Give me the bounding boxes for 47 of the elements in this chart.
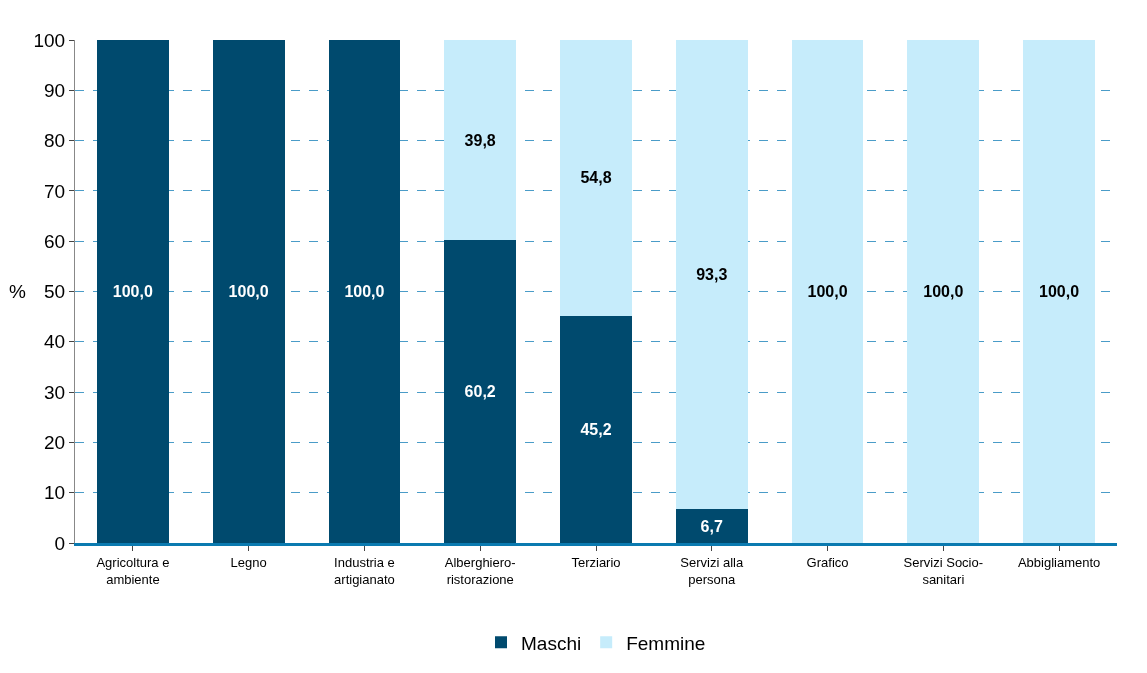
y-tick-label: 100 <box>33 29 66 51</box>
x-tick-label: Agricoltura e ambiente <box>96 554 170 587</box>
y-tick-label: 60 <box>44 230 66 252</box>
y-axis-title: % <box>9 281 26 302</box>
y-tick-label: 40 <box>44 331 66 353</box>
x-tick-label: Terziario <box>571 554 621 570</box>
legend-label: Maschi <box>521 632 582 654</box>
y-tick-label: 50 <box>44 281 66 303</box>
bar <box>1023 40 1095 543</box>
data-label: 100,0 <box>344 283 385 300</box>
legend-label: Femmine <box>626 632 706 654</box>
data-label: 54,8 <box>580 169 612 187</box>
x-tick-label: Industria e artigianato <box>334 554 395 587</box>
x-tick-label: Abbigliamento <box>1017 554 1101 570</box>
x-tick-label: Servizi alla persona <box>680 554 744 587</box>
bar <box>328 40 401 543</box>
bar <box>97 40 169 543</box>
x-tick-label: Grafico <box>806 554 849 570</box>
data-label: 100,0 <box>228 283 269 300</box>
bar <box>907 40 980 543</box>
y-tick-label: 20 <box>44 432 66 454</box>
bar <box>444 240 517 543</box>
data-label: 39,8 <box>464 131 496 149</box>
bar <box>212 40 285 543</box>
data-label: 100,0 <box>807 283 848 300</box>
y-tick-label: 80 <box>44 130 66 152</box>
y-tick-label: 10 <box>44 482 66 504</box>
data-label: 100,0 <box>112 283 153 300</box>
y-tick-label: 90 <box>44 79 66 101</box>
x-tick-label: Legno <box>230 554 267 570</box>
data-label: 100,0 <box>923 283 964 300</box>
y-tick-label: 70 <box>44 180 66 202</box>
bar <box>560 40 632 316</box>
data-label: 6,7 <box>700 517 723 535</box>
data-label: 60,2 <box>464 383 496 401</box>
bar <box>675 40 748 510</box>
data-label: 93,3 <box>696 266 728 284</box>
bar <box>791 40 864 543</box>
bar <box>560 315 632 543</box>
x-tick-label: Servizi Socio-sanitari <box>903 554 984 587</box>
bar <box>675 509 748 543</box>
data-label: 100,0 <box>1039 283 1080 300</box>
y-tick-label: 30 <box>44 381 66 403</box>
bar <box>444 40 517 241</box>
data-label: 45,2 <box>580 420 612 438</box>
x-tick-label: Alberghiero-ristorazione <box>444 554 516 587</box>
y-tick-label: 0 <box>54 532 66 554</box>
